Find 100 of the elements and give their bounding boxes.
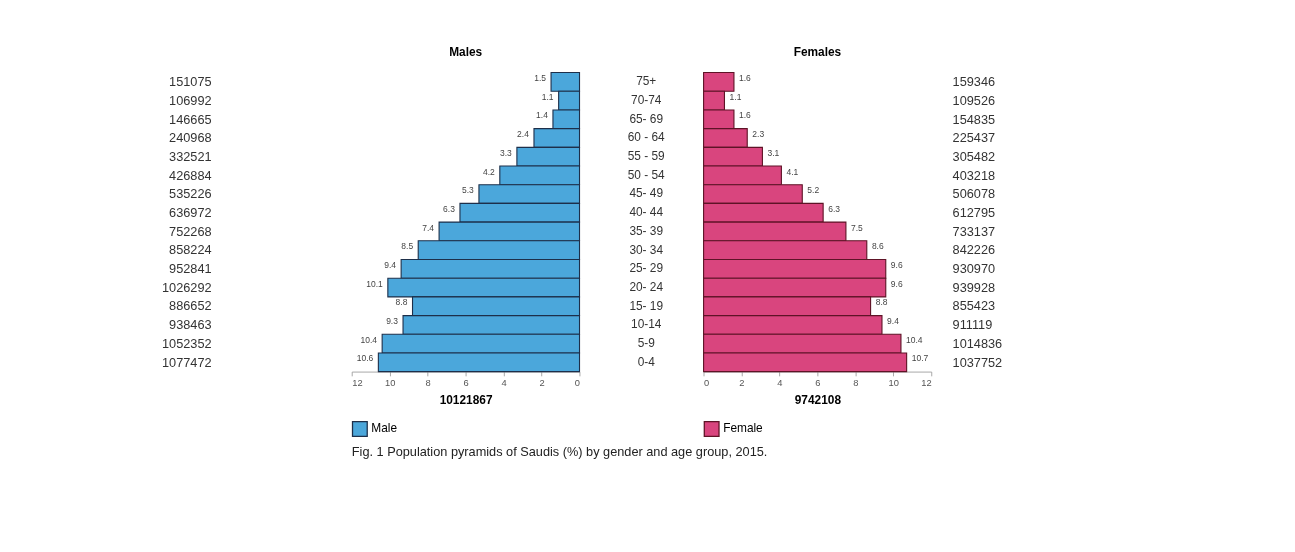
data-label: 2.3 — [752, 129, 765, 140]
chart-title: Males — [449, 44, 483, 59]
text: 106992 — [169, 92, 212, 108]
data-label: 1.6 — [739, 73, 752, 84]
text: 332521 — [169, 148, 212, 164]
caption: Fig. 1 Population pyramids of Saudis (%) by gender and age group, 2015. — [351, 443, 768, 459]
text: 612795 — [952, 205, 996, 221]
data-label: 1.4 — [536, 110, 549, 121]
y-tick-label: 50 - 54 — [627, 167, 666, 182]
data-label: 2.4 — [517, 129, 530, 140]
data-label: 4.1 — [786, 166, 799, 177]
text: 1037752 — [952, 354, 1003, 370]
data-label: 9.6 — [890, 259, 903, 270]
y-tick-label: 0-4 — [637, 354, 656, 369]
text: 952841 — [169, 261, 212, 277]
x-tick-label: 2 — [739, 377, 745, 388]
y-tick-label: 70-74 — [631, 93, 662, 107]
data-label: 5.3 — [462, 185, 475, 196]
text: 535226 — [169, 186, 212, 202]
text: 240968 — [169, 130, 212, 146]
y-tick-label: 20- 24 — [629, 279, 664, 294]
data-label: 6.3 — [443, 203, 456, 214]
data-label: 9.4 — [384, 259, 397, 270]
text: 842226 — [952, 242, 996, 258]
y-tick-label: 65- 69 — [629, 111, 664, 126]
text: 911119 — [952, 317, 993, 333]
x-tick-label: 12 — [921, 377, 932, 388]
y-tick-label: 25- 29 — [629, 261, 664, 276]
y-tick-label: 10-14 — [631, 317, 662, 332]
text: 403218 — [952, 167, 996, 183]
data-label: 6.3 — [828, 203, 841, 214]
text: 159346 — [952, 74, 996, 90]
x-tick-label: 0 — [704, 377, 710, 388]
x-tick-label: 0 — [574, 377, 580, 388]
text: 109526 — [952, 92, 996, 108]
x-tick-label: 4 — [501, 377, 507, 388]
y-tick-label: 35- 39 — [629, 223, 664, 238]
y-tick-label: 60 - 64 — [627, 130, 666, 145]
data-label: 10.7 — [911, 353, 929, 364]
data-label: 10.1 — [366, 278, 384, 289]
data-label: 1.1 — [541, 91, 554, 102]
data-label: 9.4 — [887, 316, 900, 327]
legend-label: Female — [723, 421, 764, 436]
x-tick-label: 8 — [853, 377, 859, 388]
legend-label: Male — [371, 421, 398, 436]
x-tick-label: 8 — [425, 377, 431, 388]
x-tick-label: 6 — [815, 377, 821, 388]
data-label: 10.4 — [906, 334, 923, 345]
y-tick-label: 5-9 — [637, 336, 656, 351]
data-label: 8.5 — [401, 241, 414, 252]
data-label: 3.3 — [500, 147, 513, 158]
x-tick-label: 10 — [888, 377, 899, 388]
text: 151075 — [169, 74, 212, 90]
x-axis-title: 9742108 — [794, 392, 842, 407]
text: 154835 — [952, 111, 996, 127]
y-tick-label: 40- 44 — [629, 205, 664, 220]
data-label: 10.4 — [360, 334, 378, 345]
chart-title: Females — [793, 44, 842, 59]
text: 733137 — [952, 223, 996, 239]
x-tick-label: 12 — [352, 377, 363, 388]
data-label: 4.2 — [482, 166, 495, 177]
x-tick-label: 6 — [463, 377, 469, 388]
text: 636972 — [169, 205, 212, 221]
x-tick-label: 10 — [384, 377, 396, 388]
data-label: 3.1 — [767, 147, 780, 158]
data-label: 8.8 — [875, 297, 888, 308]
text: 939928 — [952, 279, 996, 295]
y-tick-label: 30- 34 — [629, 242, 664, 257]
text: 426884 — [169, 167, 212, 183]
y-tick-label: 55 - 59 — [627, 149, 666, 164]
text: 930970 — [952, 261, 996, 277]
data-label: 1.5 — [534, 73, 547, 84]
text: 855423 — [952, 298, 996, 314]
y-tick-label: 15- 19 — [629, 298, 664, 313]
data-label: 1.1 — [729, 91, 742, 102]
data-label: 7.4 — [422, 222, 435, 233]
data-label: 1.6 — [739, 110, 752, 121]
text: 938463 — [169, 317, 212, 333]
y-tick-label: 75+ — [636, 74, 657, 89]
data-label: 5.2 — [807, 185, 820, 196]
text: 1052352 — [162, 335, 212, 351]
data-label: 9.3 — [386, 316, 399, 327]
text: 225437 — [952, 130, 996, 146]
text: 886652 — [169, 298, 212, 314]
data-label: 8.8 — [395, 297, 408, 308]
x-tick-label: 4 — [777, 377, 783, 388]
text: 146665 — [169, 111, 212, 127]
data-label: 9.6 — [890, 278, 903, 289]
x-axis-title: 10121867 — [439, 392, 493, 407]
text: 1026292 — [162, 279, 212, 295]
data-label: 7.5 — [851, 222, 864, 233]
text: 1014836 — [952, 335, 1003, 351]
text: 506078 — [952, 186, 996, 202]
text: 305482 — [952, 148, 996, 164]
text: 858224 — [169, 242, 212, 258]
data-label: 8.6 — [871, 241, 884, 252]
y-tick-label: 45- 49 — [629, 186, 664, 201]
text: 752268 — [169, 223, 212, 239]
data-label: 10.6 — [356, 353, 374, 364]
text: 1077472 — [162, 354, 212, 370]
